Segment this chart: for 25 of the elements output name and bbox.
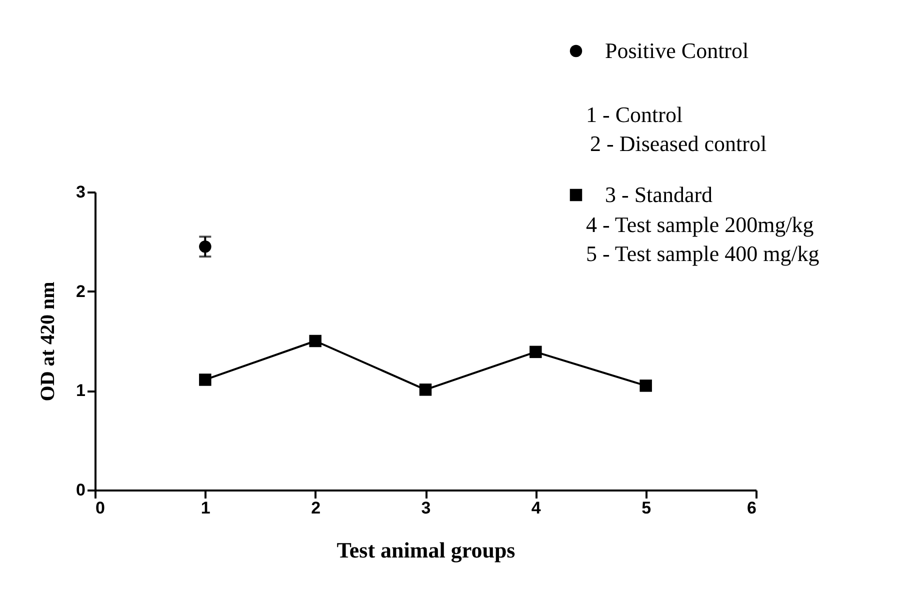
- y-axis-title: OD at 420 nm: [37, 281, 60, 402]
- y-tick-label: 0: [76, 480, 86, 500]
- y-tick-label: 2: [76, 282, 86, 301]
- x-tick-label: 1: [200, 498, 210, 518]
- x-tick-label: 5: [642, 498, 652, 518]
- x-tick-label: 6: [747, 498, 756, 518]
- annotation: 4 - Test sample 200mg/kg: [586, 212, 814, 238]
- text: 1 - Control: [586, 102, 683, 128]
- point: [640, 380, 652, 392]
- point: [199, 374, 212, 386]
- x-tick-label: 4: [531, 498, 542, 518]
- x-tick-label: 2: [311, 498, 321, 518]
- legend-label: 3 - Standard: [605, 182, 713, 207]
- y-tick-label: 1: [76, 381, 86, 400]
- legend-label: Positive Control: [605, 38, 749, 63]
- annotation: 5 - Test sample 400 mg/kg: [586, 241, 820, 267]
- y-tick-label: 3: [76, 182, 86, 202]
- x-axis-title: Test animal groups: [336, 538, 516, 562]
- point: [419, 384, 432, 396]
- x-tick-label: 0: [96, 498, 105, 518]
- point: [530, 346, 542, 358]
- point: [309, 334, 322, 348]
- x-tick-label: 3: [421, 498, 431, 518]
- point: [199, 240, 212, 253]
- text: 2 - Diseased control: [590, 131, 767, 157]
